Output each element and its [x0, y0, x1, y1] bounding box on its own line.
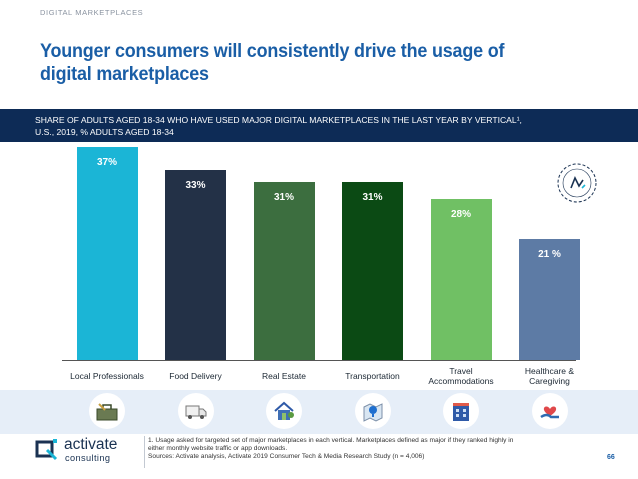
category-label-line: Accommodations	[428, 376, 494, 386]
bar-food-delivery	[165, 170, 226, 360]
category-label-line: Travel	[449, 366, 473, 376]
bar-value-label: 31%	[362, 191, 383, 203]
chart-banner: SHARE OF ADULTS AGED 18-34 WHO HAVE USED…	[0, 109, 638, 142]
category-label: Food Delivery	[148, 371, 244, 381]
footnote-line2: either monthly website traffic or app do…	[148, 445, 288, 452]
category-label-line: Local Professionals	[70, 371, 144, 381]
chart-baseline	[62, 360, 576, 361]
category-label: Travel Accommodations	[413, 366, 509, 386]
category-label: Local Professionals	[59, 371, 155, 381]
icon-badge	[177, 393, 214, 429]
map-pin-icon	[363, 403, 382, 422]
category-label-line: Caregiving	[529, 376, 570, 386]
activate-badge-icon	[557, 163, 597, 203]
footer-divider	[144, 436, 145, 468]
bar-value-label: 31%	[273, 191, 294, 203]
heart-hand-icon	[539, 406, 559, 419]
icon-badge	[531, 393, 568, 429]
bar-value-label: 28%	[450, 208, 471, 220]
page-title: Younger consumers will consistently driv…	[40, 40, 505, 85]
footnote: 1. Usage asked for targeted set of major…	[148, 437, 588, 461]
footnote-sources: Sources: Activate analysis, Activate 201…	[148, 453, 425, 460]
page-number: 66	[607, 454, 615, 461]
bar-real-estate	[253, 181, 315, 360]
category-label: Real Estate	[236, 371, 332, 381]
activate-logo-icon	[35, 439, 58, 461]
chart-subtitle-line2: U.S., 2019, % ADULTS AGED 18-34	[35, 127, 174, 137]
category-label-line: Healthcare &	[524, 366, 575, 376]
bar-local-professionals	[76, 147, 138, 360]
logo-subtitle: consulting	[65, 453, 111, 463]
house-icon	[274, 401, 294, 420]
logo-name: activate	[64, 436, 118, 453]
delivery-truck-icon	[185, 405, 206, 419]
icon-badge	[354, 393, 391, 429]
category-label: Transportation	[325, 371, 421, 381]
bar-value-label: 21 %	[538, 249, 561, 261]
category-label-line: Transportation	[345, 371, 400, 381]
icon-badge	[443, 393, 479, 429]
chart-subtitle-line1: SHARE OF ADULTS AGED 18-34 WHO HAVE USED…	[35, 115, 522, 125]
category-label-line: Food Delivery	[169, 371, 222, 381]
bar-value-label: 37%	[96, 157, 117, 168]
bar-healthcare-caregiving	[519, 239, 580, 360]
hotel-icon	[453, 403, 469, 421]
icon-badge	[89, 393, 125, 429]
bar-travel-accommodations	[430, 198, 492, 360]
section-tag: DIGITAL MARKETPLACES	[40, 8, 144, 17]
bar-transportation	[342, 181, 403, 360]
category-label-line: Real Estate	[262, 371, 306, 381]
activate-logo: activate consulting	[34, 436, 146, 465]
category-label: Healthcare & Caregiving	[502, 366, 598, 386]
bar-value-label: 33%	[185, 180, 206, 192]
icon-badge	[266, 393, 302, 429]
toolbox-icon	[96, 403, 118, 421]
footnote-line1: 1. Usage asked for targeted set of major…	[148, 437, 514, 444]
